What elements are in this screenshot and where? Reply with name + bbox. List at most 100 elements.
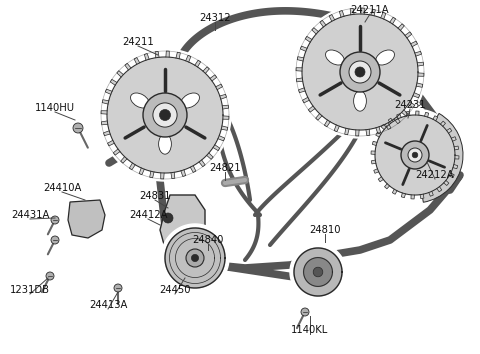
Circle shape xyxy=(192,255,199,262)
Text: 24211: 24211 xyxy=(122,37,154,47)
Circle shape xyxy=(313,267,323,277)
Polygon shape xyxy=(302,14,418,130)
Polygon shape xyxy=(113,149,120,155)
Polygon shape xyxy=(102,100,109,104)
Circle shape xyxy=(349,61,371,83)
Polygon shape xyxy=(199,160,205,167)
Polygon shape xyxy=(453,165,458,169)
Ellipse shape xyxy=(181,93,200,108)
Polygon shape xyxy=(405,32,412,38)
Polygon shape xyxy=(101,111,107,114)
Polygon shape xyxy=(334,125,339,132)
Circle shape xyxy=(355,67,365,77)
Polygon shape xyxy=(366,129,370,136)
Polygon shape xyxy=(120,156,127,163)
Polygon shape xyxy=(416,111,419,115)
Polygon shape xyxy=(371,151,375,154)
Polygon shape xyxy=(413,93,420,98)
Polygon shape xyxy=(361,8,364,14)
Polygon shape xyxy=(101,121,108,125)
Polygon shape xyxy=(454,146,458,150)
Polygon shape xyxy=(125,63,131,70)
Polygon shape xyxy=(451,137,456,141)
Polygon shape xyxy=(447,128,452,133)
Polygon shape xyxy=(415,51,421,56)
Circle shape xyxy=(114,284,122,292)
Polygon shape xyxy=(411,41,418,47)
Polygon shape xyxy=(213,145,220,151)
Polygon shape xyxy=(441,121,445,126)
Polygon shape xyxy=(206,153,213,159)
Text: 24413A: 24413A xyxy=(89,300,127,310)
Polygon shape xyxy=(195,60,201,67)
Text: 24840: 24840 xyxy=(192,235,224,245)
Polygon shape xyxy=(161,224,229,292)
Text: 24412A: 24412A xyxy=(129,210,167,220)
Polygon shape xyxy=(290,244,346,300)
Polygon shape xyxy=(221,126,228,130)
Circle shape xyxy=(401,141,429,169)
Polygon shape xyxy=(299,88,305,93)
Polygon shape xyxy=(416,83,423,87)
Polygon shape xyxy=(320,20,326,27)
Polygon shape xyxy=(305,36,312,42)
Polygon shape xyxy=(339,11,344,17)
Polygon shape xyxy=(216,84,222,90)
Polygon shape xyxy=(222,105,228,109)
Circle shape xyxy=(340,52,380,92)
Polygon shape xyxy=(345,128,349,135)
Polygon shape xyxy=(384,184,390,189)
Polygon shape xyxy=(350,8,354,15)
Polygon shape xyxy=(424,112,429,117)
Polygon shape xyxy=(297,57,304,61)
Ellipse shape xyxy=(354,91,366,111)
Polygon shape xyxy=(134,58,140,64)
Polygon shape xyxy=(394,117,400,124)
Polygon shape xyxy=(203,67,209,73)
Wedge shape xyxy=(421,113,463,202)
Polygon shape xyxy=(375,115,455,195)
Polygon shape xyxy=(455,156,459,159)
Circle shape xyxy=(51,236,59,244)
Polygon shape xyxy=(223,116,229,119)
Polygon shape xyxy=(68,200,105,238)
Polygon shape xyxy=(160,195,205,248)
Polygon shape xyxy=(190,166,196,172)
Polygon shape xyxy=(210,75,216,81)
Ellipse shape xyxy=(376,50,395,65)
Polygon shape xyxy=(385,122,391,130)
Polygon shape xyxy=(372,160,376,164)
Polygon shape xyxy=(107,57,223,173)
Polygon shape xyxy=(444,181,449,185)
Text: 24410A: 24410A xyxy=(43,183,81,193)
Circle shape xyxy=(186,249,204,267)
Polygon shape xyxy=(186,55,191,62)
Polygon shape xyxy=(411,195,414,199)
Polygon shape xyxy=(433,116,438,121)
Polygon shape xyxy=(417,62,424,66)
Polygon shape xyxy=(316,114,322,120)
Polygon shape xyxy=(220,94,227,99)
Polygon shape xyxy=(381,12,386,19)
Polygon shape xyxy=(296,78,303,82)
Circle shape xyxy=(159,109,170,120)
Polygon shape xyxy=(171,172,175,179)
Polygon shape xyxy=(398,24,404,30)
Polygon shape xyxy=(150,171,154,178)
Polygon shape xyxy=(371,9,375,16)
Polygon shape xyxy=(105,89,112,95)
Polygon shape xyxy=(304,258,332,286)
Circle shape xyxy=(153,103,177,127)
Ellipse shape xyxy=(131,93,149,108)
Text: 24231: 24231 xyxy=(394,100,426,110)
Polygon shape xyxy=(139,168,144,175)
Text: 24312: 24312 xyxy=(199,13,231,23)
Polygon shape xyxy=(376,127,381,133)
Polygon shape xyxy=(329,15,335,21)
Text: 1140HU: 1140HU xyxy=(35,103,75,113)
Polygon shape xyxy=(388,118,393,123)
Polygon shape xyxy=(429,191,433,196)
Polygon shape xyxy=(294,6,426,138)
Text: 24211A: 24211A xyxy=(351,5,389,15)
Polygon shape xyxy=(420,194,424,199)
